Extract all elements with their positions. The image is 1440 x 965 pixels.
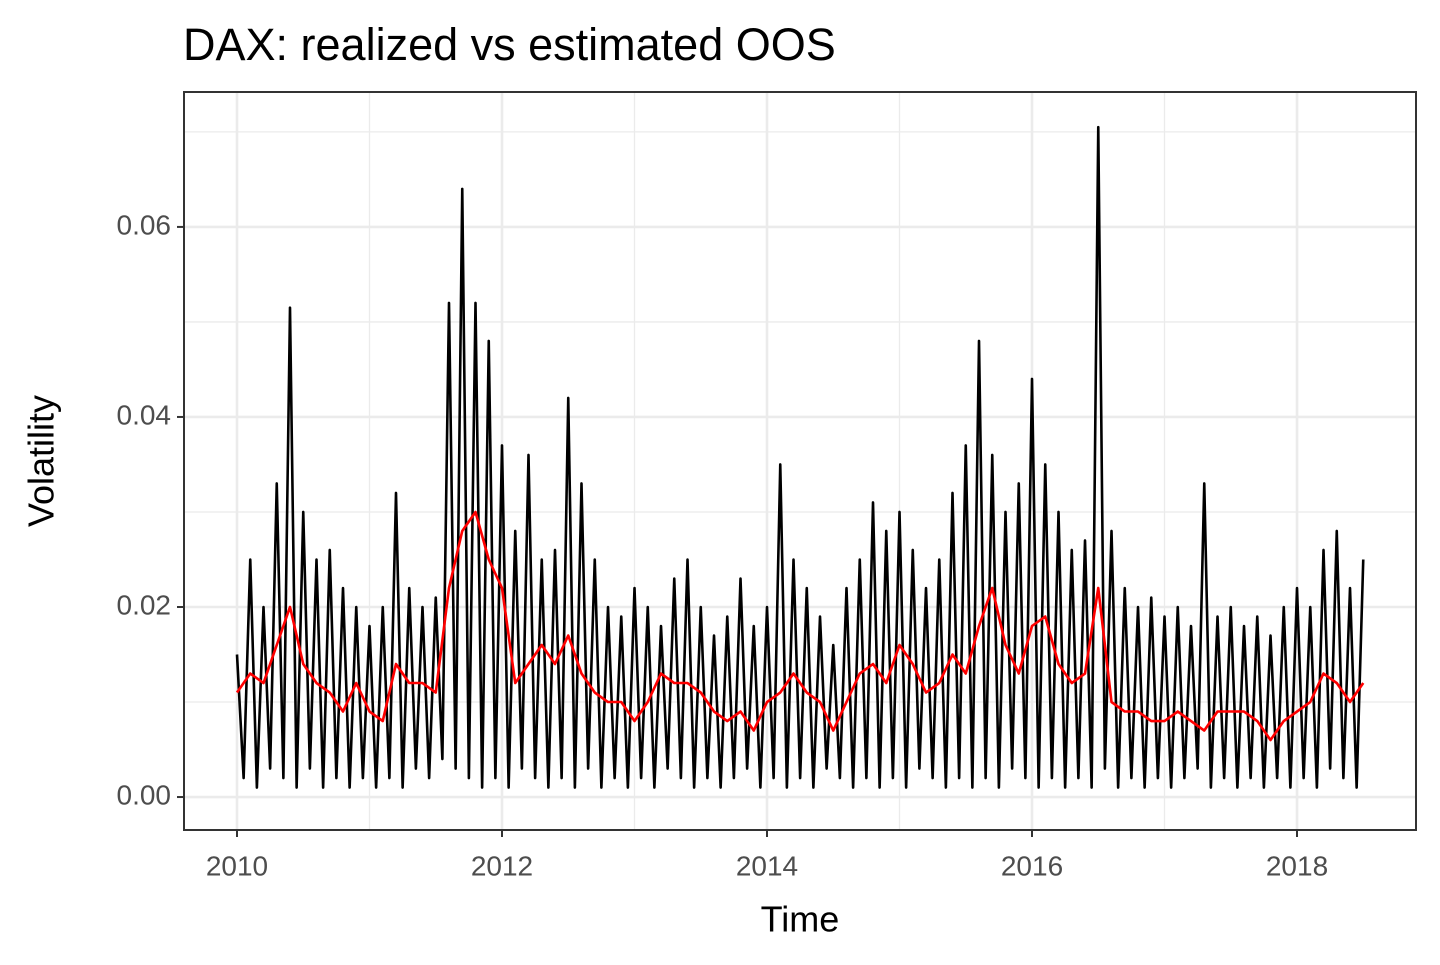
series-line	[235, 510, 1365, 742]
y-tick-label: 0.06	[117, 209, 172, 240]
y-tick-label: 0.02	[117, 589, 172, 620]
x-tick-label: 2016	[1001, 850, 1063, 881]
x-tick-label: 2014	[736, 850, 798, 881]
x-tick-label: 2012	[471, 850, 533, 881]
x-tick-label: 2018	[1266, 850, 1328, 881]
panel-border	[183, 91, 1417, 831]
x-axis-title: Time	[761, 899, 840, 940]
y-tick-label: 0.04	[117, 399, 172, 430]
x-tick-label: 2010	[206, 850, 268, 881]
chart-title: DAX: realized vs estimated OOS	[183, 19, 836, 70]
series-line	[235, 125, 1365, 789]
y-axis-title: Volatility	[21, 395, 62, 527]
y-tick-label: 0.00	[117, 779, 172, 810]
